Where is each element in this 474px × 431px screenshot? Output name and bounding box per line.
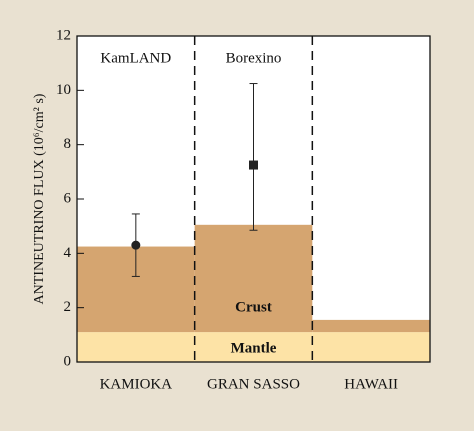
series-label: Crust — [235, 300, 272, 316]
y-tick-label: 6 — [64, 190, 72, 206]
y-tick-label: 8 — [64, 136, 72, 152]
bar-segment — [194, 224, 313, 333]
y-tick-label: 4 — [64, 245, 72, 261]
bar-segment — [312, 319, 430, 333]
x-tick-label: KAMIOKA — [100, 376, 173, 392]
y-tick-label: 0 — [64, 353, 72, 369]
y-axis-label: ANTINEUTRINO FLUX (10⁶/cm² s) — [32, 93, 47, 304]
y-tick-label: 2 — [64, 299, 72, 315]
x-tick-label: HAWAII — [344, 376, 398, 392]
bar-segment — [77, 332, 195, 362]
marker — [131, 240, 141, 250]
experiment-label: KamLAND — [100, 50, 171, 66]
y-tick-label: 10 — [56, 82, 71, 98]
marker — [249, 160, 258, 170]
series-label: Mantle — [231, 340, 277, 356]
y-tick-label: 12 — [56, 27, 71, 43]
bar-segment — [194, 332, 313, 362]
x-tick-label: GRAN SASSO — [207, 376, 300, 392]
bar-segment — [312, 332, 430, 362]
experiment-label: Borexino — [226, 50, 282, 66]
